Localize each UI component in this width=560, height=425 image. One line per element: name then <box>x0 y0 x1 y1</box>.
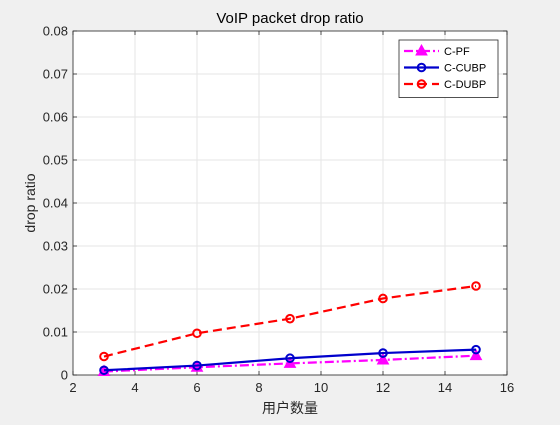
series-c-dubp <box>99 281 481 362</box>
ticks: 2 4 6 8 10 12 14 16 0 0.01 0.02 0.03 0.04 0.05 0.06 0.0… <box>43 24 515 396</box>
series-group <box>97 281 483 377</box>
data-point-c-cubp <box>378 348 388 358</box>
data-point-c-cubp <box>471 344 481 355</box>
x-tick-label: 14 <box>438 380 452 395</box>
y-tick-label: 0.03 <box>43 239 68 254</box>
legend-marker-c-pf <box>415 43 428 56</box>
legend-label-c-cubp: C-CUBP <box>444 63 486 75</box>
legend-item-c-cubp: C-CUBP <box>404 63 486 75</box>
x-axis-title: 用户数量 <box>262 400 318 416</box>
data-point-c-dubp <box>285 313 295 324</box>
data-point-c-pf <box>469 348 483 361</box>
legend-box <box>398 39 499 98</box>
y-tick-label: 0.06 <box>43 110 68 125</box>
legend-label-c-dubp: C-DUBP <box>444 79 486 91</box>
legend: C-PF C-CUBP C-DUBP <box>398 39 499 98</box>
x-tick-label: 16 <box>500 380 514 395</box>
data-point-c-cubp <box>192 360 202 371</box>
x-tick-label: 8 <box>255 380 262 395</box>
series-c-cubp <box>99 344 481 376</box>
x-tick-label: 12 <box>376 380 390 395</box>
x-tick-label: 2 <box>69 380 76 395</box>
data-point-c-dubp <box>99 351 109 362</box>
data-point-c-dubp <box>378 293 388 304</box>
y-axis-title: drop ratio <box>22 173 38 232</box>
y-tick-label: 0.07 <box>43 67 68 82</box>
legend-label-c-pf: C-PF <box>444 46 470 58</box>
x-tick-label: 6 <box>193 380 200 395</box>
x-tick-label: 10 <box>314 380 328 395</box>
legend-item-c-pf: C-PF <box>404 43 470 58</box>
series-line-c-pf <box>103 354 477 373</box>
y-tick-label: 0 <box>61 368 68 383</box>
data-point-c-pf <box>376 352 390 365</box>
x-tick-label: 4 <box>131 380 138 395</box>
data-point-c-cubp <box>99 365 109 376</box>
legend-marker-c-dubp <box>416 79 427 89</box>
series-line-c-dubp <box>103 284 477 358</box>
data-point-c-cubp <box>285 353 295 364</box>
y-tick-label: 0.05 <box>43 153 68 168</box>
data-point-c-dubp <box>471 281 481 291</box>
y-tick-label: 0.01 <box>43 325 68 340</box>
chart-title: VoIP packet drop ratio <box>216 10 363 27</box>
series-line-c-cubp <box>103 348 477 372</box>
y-tick-label: 0.08 <box>43 24 68 39</box>
data-point-c-dubp <box>192 328 202 339</box>
y-tick-label: 0.04 <box>43 196 68 211</box>
y-tick-label: 0.02 <box>43 282 68 297</box>
legend-marker-c-cubp <box>416 62 427 73</box>
legend-item-c-dubp: C-DUBP <box>404 79 486 91</box>
